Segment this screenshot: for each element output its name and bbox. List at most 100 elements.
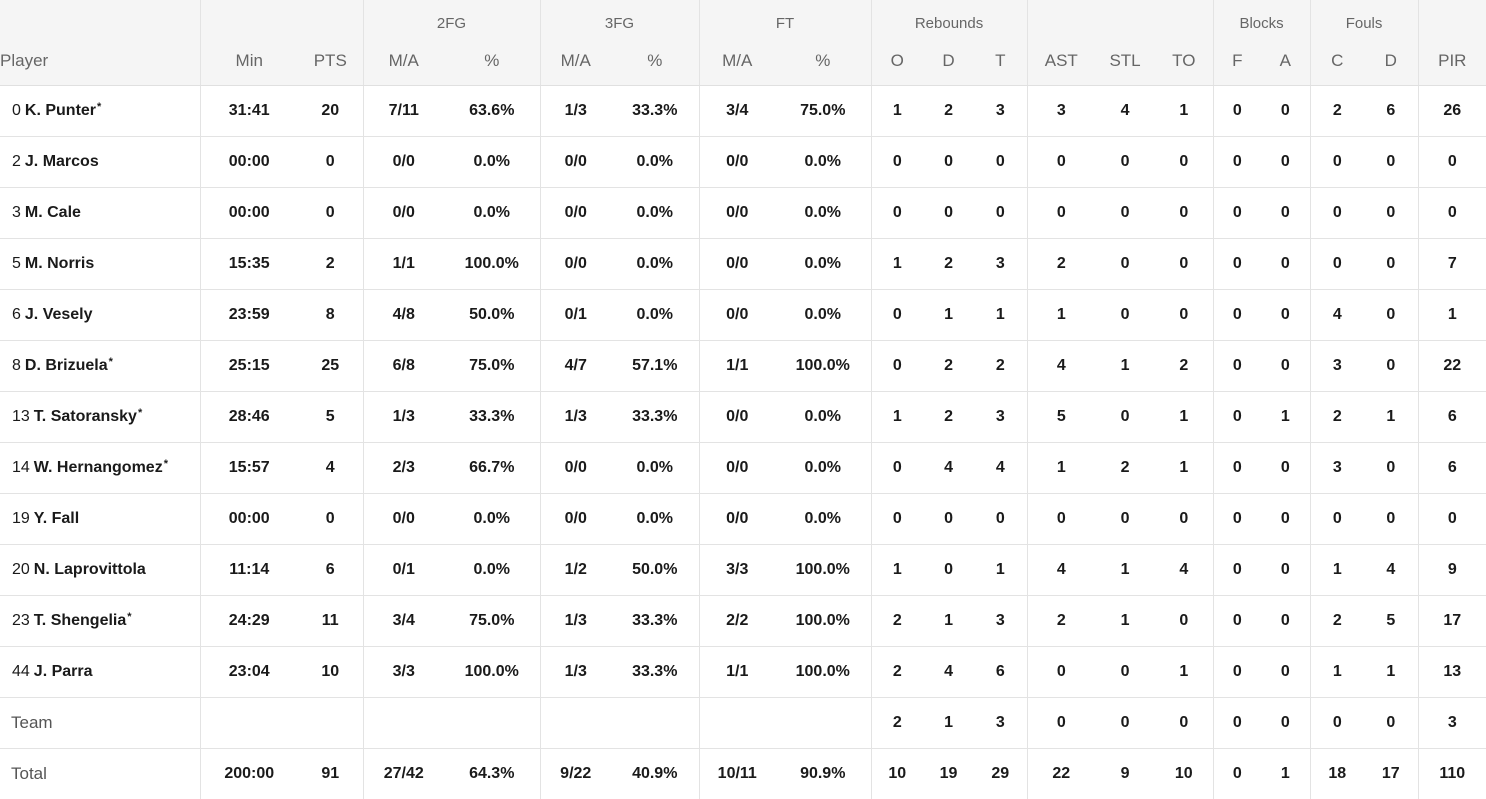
col-blk-f[interactable]: F bbox=[1213, 36, 1261, 86]
col-pts[interactable]: PTS bbox=[298, 36, 363, 86]
col-3fg-ma[interactable]: M/A bbox=[540, 36, 611, 86]
min-cell bbox=[200, 698, 298, 749]
group-empty bbox=[1418, 0, 1486, 36]
stl-cell: 0 bbox=[1095, 239, 1155, 290]
col-ast[interactable]: AST bbox=[1027, 36, 1095, 86]
col-2fg-ma[interactable]: M/A bbox=[363, 36, 444, 86]
reb-t-cell: 3 bbox=[974, 698, 1027, 749]
pir-cell: 0 bbox=[1418, 137, 1486, 188]
min-cell: 00:00 bbox=[200, 494, 298, 545]
2fg-pct-cell: 33.3% bbox=[444, 392, 540, 443]
blk-f-cell: 0 bbox=[1213, 647, 1261, 698]
reb-d-cell: 2 bbox=[923, 239, 974, 290]
group-blocks: Blocks bbox=[1213, 0, 1310, 36]
player-name-link[interactable]: K. Punter bbox=[25, 102, 96, 119]
table-header: 2FG 3FG FT Rebounds Blocks Fouls Player … bbox=[0, 0, 1486, 86]
col-foul-d[interactable]: D bbox=[1364, 36, 1418, 86]
blk-f-cell: 0 bbox=[1213, 137, 1261, 188]
col-stl[interactable]: STL bbox=[1095, 36, 1155, 86]
foul-d-cell: 5 bbox=[1364, 596, 1418, 647]
player-name-link[interactable]: J. Vesely bbox=[25, 306, 93, 323]
ft-ma-cell: 2/2 bbox=[699, 596, 775, 647]
col-reb-t[interactable]: T bbox=[974, 36, 1027, 86]
col-reb-d[interactable]: D bbox=[923, 36, 974, 86]
ast-cell: 2 bbox=[1027, 239, 1095, 290]
player-name-link[interactable]: J. Parra bbox=[34, 663, 93, 680]
reb-o-cell: 2 bbox=[871, 596, 923, 647]
col-pir[interactable]: PIR bbox=[1418, 36, 1486, 86]
2fg-pct-cell: 63.6% bbox=[444, 86, 540, 137]
stl-cell: 0 bbox=[1095, 647, 1155, 698]
to-cell: 2 bbox=[1155, 341, 1213, 392]
blk-a-cell: 1 bbox=[1261, 749, 1310, 799]
blk-f-cell: 0 bbox=[1213, 290, 1261, 341]
3fg-pct-cell: 40.9% bbox=[611, 749, 699, 799]
reb-o-cell: 0 bbox=[871, 188, 923, 239]
ft-ma-cell: 0/0 bbox=[699, 494, 775, 545]
stl-cell: 4 bbox=[1095, 86, 1155, 137]
to-cell: 1 bbox=[1155, 443, 1213, 494]
reb-t-cell: 29 bbox=[974, 749, 1027, 799]
player-name-link[interactable]: D. Brizuela bbox=[25, 357, 108, 374]
player-name-link[interactable]: Y. Fall bbox=[34, 510, 79, 527]
col-to[interactable]: TO bbox=[1155, 36, 1213, 86]
col-ft-pct[interactable]: % bbox=[775, 36, 871, 86]
reb-o-cell: 1 bbox=[871, 239, 923, 290]
col-foul-c[interactable]: C bbox=[1310, 36, 1364, 86]
2fg-ma-cell: 27/42 bbox=[363, 749, 444, 799]
ast-cell: 0 bbox=[1027, 698, 1095, 749]
3fg-ma-cell: 1/2 bbox=[540, 545, 611, 596]
reb-o-cell: 1 bbox=[871, 545, 923, 596]
to-cell: 0 bbox=[1155, 137, 1213, 188]
2fg-ma-cell: 3/4 bbox=[363, 596, 444, 647]
ft-pct-cell: 100.0% bbox=[775, 545, 871, 596]
col-3fg-pct[interactable]: % bbox=[611, 36, 699, 86]
foul-d-cell: 0 bbox=[1364, 137, 1418, 188]
blk-a-cell: 0 bbox=[1261, 341, 1310, 392]
min-cell: 00:00 bbox=[200, 137, 298, 188]
col-ft-ma[interactable]: M/A bbox=[699, 36, 775, 86]
pir-cell: 13 bbox=[1418, 647, 1486, 698]
player-number: 14 bbox=[12, 459, 30, 476]
ft-ma-cell: 1/1 bbox=[699, 647, 775, 698]
player-name-link[interactable]: T. Satoransky bbox=[34, 408, 137, 425]
col-player[interactable]: Player bbox=[0, 36, 200, 86]
3fg-ma-cell: 0/0 bbox=[540, 494, 611, 545]
col-reb-o[interactable]: O bbox=[871, 36, 923, 86]
pir-cell: 6 bbox=[1418, 443, 1486, 494]
player-name-link[interactable]: M. Norris bbox=[25, 255, 94, 272]
player-number: 6 bbox=[12, 306, 21, 323]
ast-cell: 5 bbox=[1027, 392, 1095, 443]
blk-a-cell: 0 bbox=[1261, 647, 1310, 698]
player-number: 8 bbox=[12, 357, 21, 374]
player-number: 3 bbox=[12, 204, 21, 221]
blk-a-cell: 0 bbox=[1261, 443, 1310, 494]
3fg-ma-cell: 1/3 bbox=[540, 392, 611, 443]
player-name-link[interactable]: N. Laprovittola bbox=[34, 561, 146, 578]
col-min[interactable]: Min bbox=[200, 36, 298, 86]
col-blk-a[interactable]: A bbox=[1261, 36, 1310, 86]
player-name-link[interactable]: J. Marcos bbox=[25, 153, 99, 170]
player-name-link[interactable]: M. Cale bbox=[25, 204, 81, 221]
ast-cell: 1 bbox=[1027, 443, 1095, 494]
player-name-link[interactable]: W. Hernangomez bbox=[34, 459, 163, 476]
col-2fg-pct[interactable]: % bbox=[444, 36, 540, 86]
blk-a-cell: 0 bbox=[1261, 596, 1310, 647]
foul-c-cell: 18 bbox=[1310, 749, 1364, 799]
player-number: 19 bbox=[12, 510, 30, 527]
player-name-link[interactable]: T. Shengelia bbox=[34, 612, 126, 629]
